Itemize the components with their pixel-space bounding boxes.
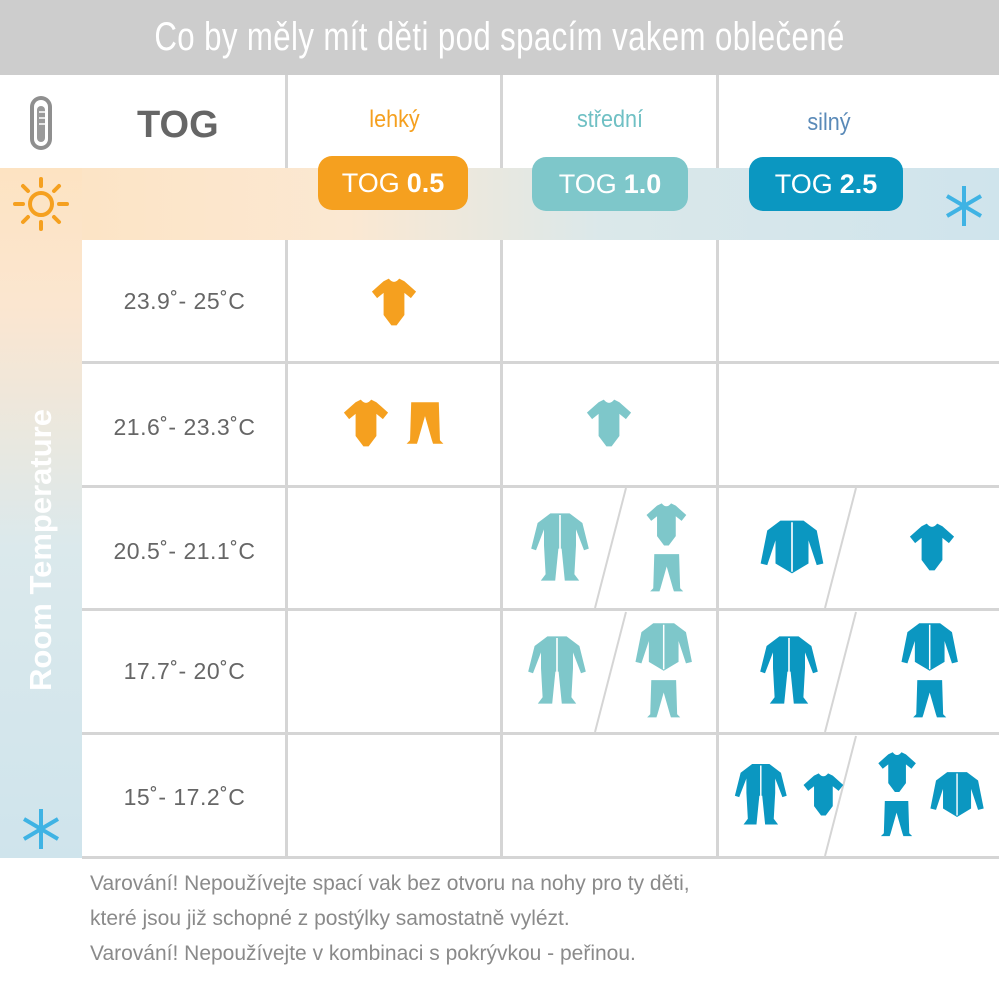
sun-icon: [13, 177, 69, 231]
cardigan-icon: [929, 769, 985, 820]
temperature-range: 23.9˚- 25˚C: [123, 288, 246, 314]
clothing-option: [900, 620, 959, 719]
tog-pill-0-5: TOG 0.5: [318, 156, 468, 210]
sleepsuit-icon: [732, 761, 790, 828]
bodysuit-icon: [583, 397, 635, 449]
pants-icon: [877, 799, 916, 838]
temperature-range: 20.5˚- 21.1˚C: [113, 538, 256, 564]
column-label-medium: střední: [576, 106, 644, 133]
clothing-option: [528, 510, 592, 584]
page-title: Co by měly mít děti pod spacím vakem obl…: [154, 15, 845, 59]
column-label-heavy: silný: [807, 109, 851, 136]
bodysuit-icon: [800, 771, 847, 818]
bodysuit-icon: [340, 397, 392, 449]
pants-icon: [402, 400, 448, 446]
bodysuit-icon: [906, 521, 958, 573]
clothing-cell: [287, 243, 500, 361]
clothing-option: [906, 521, 958, 573]
title-bar: Co by měly mít děti pod spacím vakem obl…: [0, 0, 999, 75]
divider: [82, 485, 999, 488]
cardigan-icon: [759, 517, 825, 577]
clothing-option: [368, 276, 420, 328]
pill-prefix: TOG: [341, 167, 400, 198]
divider: [82, 856, 999, 859]
divider: [716, 75, 719, 168]
temperature-range: 17.7˚- 20˚C: [123, 658, 246, 684]
cardigan-icon: [634, 620, 693, 674]
warning-text: Varování! Nepoužívejte spací vak bez otv…: [90, 872, 690, 895]
temperature-range: 15˚- 17.2˚C: [123, 784, 246, 810]
pants-icon: [909, 678, 950, 719]
bodysuit-icon: [875, 750, 919, 794]
warning-text: které jsou již schopné z postýlky samost…: [90, 907, 570, 930]
cardigan-icon: [900, 620, 959, 674]
pants-icon: [643, 678, 684, 719]
clothing-cell: [718, 611, 999, 729]
divider: [285, 75, 288, 168]
pill-value: 2.5: [839, 168, 878, 199]
clothing-option: [643, 501, 690, 593]
tog-pill-2-5: TOG 2.5: [749, 157, 903, 211]
bodysuit-icon: [368, 276, 420, 328]
clothing-cell: [718, 488, 999, 606]
divider: [82, 608, 999, 611]
clothing-option: [732, 761, 846, 828]
sleepsuit-icon: [525, 633, 589, 707]
divider: [716, 240, 719, 858]
clothing-option: [583, 397, 635, 449]
sleepsuit-icon: [757, 633, 821, 707]
snowflake-icon: [22, 809, 60, 849]
divider: [82, 732, 999, 735]
tog-pill-1-0: TOG 1.0: [532, 157, 688, 211]
clothing-cell: [502, 364, 716, 482]
clothing-stack: [875, 750, 919, 837]
column-label-light: lehký: [369, 106, 420, 133]
divider: [82, 361, 999, 364]
clothing-cell: [502, 488, 716, 606]
divider: [500, 75, 503, 168]
room-temperature-band: [0, 168, 82, 858]
clothing-option: [340, 397, 448, 449]
snowflake-icon: [945, 186, 983, 226]
divider: [500, 240, 503, 858]
clothing-option: [875, 750, 985, 837]
pill-prefix: TOG: [774, 168, 833, 199]
pill-prefix: TOG: [558, 168, 617, 199]
clothing-option: [525, 633, 589, 707]
pill-value: 0.5: [406, 167, 445, 198]
clothing-cell: [287, 364, 500, 482]
clothing-option: [759, 517, 825, 577]
temperature-range: 21.6˚- 23.3˚C: [113, 414, 256, 440]
thermometer-icon: [30, 96, 52, 150]
clothing-cell: [718, 735, 999, 853]
pants-icon: [646, 552, 687, 593]
pill-value: 1.0: [623, 168, 662, 199]
warning-text: Varování! Nepoužívejte v kombinaci s pok…: [90, 942, 636, 965]
clothing-option: [634, 620, 693, 719]
sleepsuit-icon: [528, 510, 592, 584]
warnings: Varování! Nepoužívejte spací vak bez otv…: [90, 866, 690, 971]
tog-header: TOG: [137, 104, 219, 146]
clothing-cell: [502, 611, 716, 729]
divider: [285, 240, 288, 858]
bodysuit-icon: [643, 501, 690, 548]
clothing-option: [757, 633, 821, 707]
